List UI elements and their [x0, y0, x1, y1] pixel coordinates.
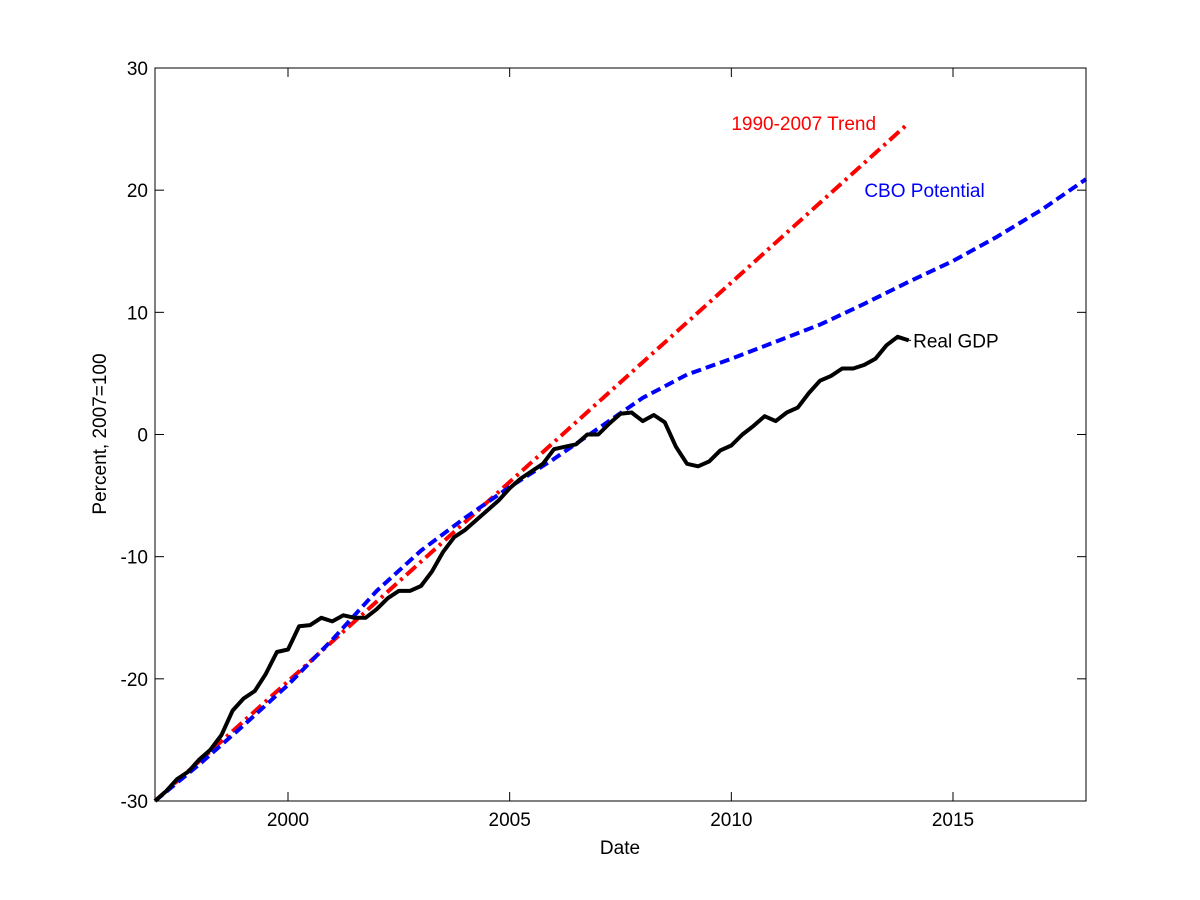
- y-tick-label: -30: [121, 792, 148, 813]
- series-label-real-gdp: Real GDP: [913, 331, 999, 352]
- series-line-real-gdp: [153, 334, 910, 803]
- x-tick-label: 2000: [267, 810, 309, 831]
- series-layer: [153, 121, 1088, 803]
- y-axis: -30 -20 -10 0 10 20 30: [121, 59, 1086, 813]
- series-label-cbo-potential: CBO Potential: [864, 181, 984, 202]
- x-tick-label: 2005: [489, 810, 531, 831]
- y-tick-label: -10: [121, 548, 148, 569]
- series-label-1990-2007-trend: 1990-2007 Trend: [731, 114, 876, 135]
- y-tick-label: 0: [137, 426, 148, 447]
- x-axis-label: Date: [600, 838, 640, 859]
- label-leader-line: [901, 339, 912, 341]
- y-tick-label: 30: [127, 59, 148, 80]
- annotation-layer: 1990-2007 Trend CBO Potential Real GDP: [731, 114, 998, 352]
- plot-area: [155, 68, 1086, 801]
- series-line-1990-2007-trend: [153, 121, 911, 803]
- y-tick-label: -20: [121, 670, 148, 691]
- x-tick-label: 2015: [932, 810, 974, 831]
- y-axis-label: Percent, 2007=100: [90, 353, 111, 514]
- y-tick-label: 20: [127, 181, 148, 202]
- x-axis: 2000 2005 2010 2015: [267, 68, 974, 831]
- x-tick-label: 2010: [710, 810, 752, 831]
- y-tick-label: 10: [127, 303, 148, 324]
